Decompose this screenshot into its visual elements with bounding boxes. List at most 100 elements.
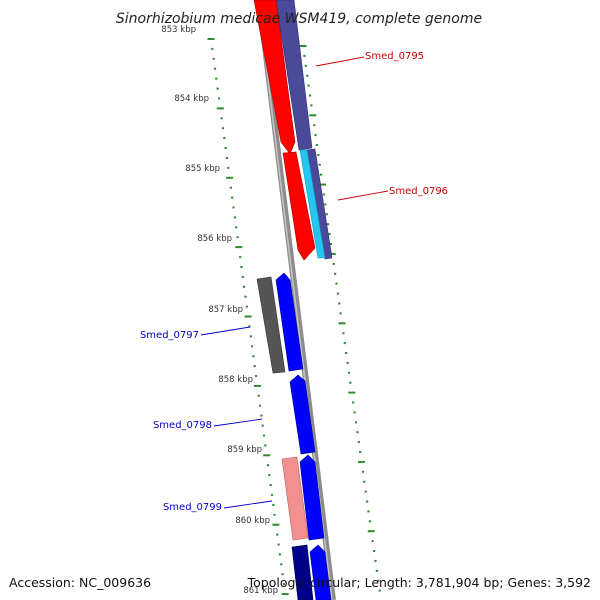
major-tick-mark	[338, 322, 346, 325]
minor-tick-mark	[373, 550, 376, 552]
minor-tick-mark	[325, 213, 328, 216]
minor-tick-mark	[322, 193, 325, 196]
major-tick-mark	[319, 183, 326, 186]
minor-tick-mark	[345, 352, 348, 354]
major-tick-mark	[207, 38, 215, 40]
minor-tick-mark	[347, 371, 351, 374]
tick-label: 853 kbp	[161, 25, 196, 35]
minor-tick-mark	[273, 513, 276, 516]
minor-tick-mark	[346, 361, 349, 364]
minor-tick-mark	[310, 104, 313, 107]
minor-tick-mark	[352, 401, 355, 404]
major-tick-mark	[348, 391, 356, 394]
minor-tick-mark	[262, 434, 266, 437]
minor-tick-mark	[213, 67, 217, 70]
gene-block-navy[interactable]	[291, 544, 314, 600]
major-tick-mark	[226, 176, 234, 179]
gene-label-smed-0797[interactable]: Smed_0797	[140, 330, 199, 341]
minor-tick-mark	[307, 84, 310, 87]
minor-tick-mark	[281, 573, 284, 576]
minor-tick-mark	[255, 375, 258, 377]
gene-label-smed-0799[interactable]: Smed_0799	[163, 502, 222, 513]
minor-tick-mark	[244, 295, 247, 298]
major-tick-mark	[358, 460, 366, 463]
major-tick-mark	[299, 45, 307, 47]
tick-label: 860 kbp	[235, 516, 270, 526]
gene-label-smed-0796[interactable]: Smed_0796	[389, 186, 448, 197]
minor-tick-mark	[357, 441, 360, 444]
gene-arrow-blue-1[interactable]	[275, 272, 304, 372]
minor-tick-mark	[212, 57, 215, 60]
minor-tick-mark	[343, 342, 346, 345]
minor-tick-mark	[235, 226, 238, 229]
minor-tick-mark	[359, 451, 362, 453]
major-tick-mark	[263, 454, 271, 457]
minor-tick-mark	[252, 355, 255, 358]
minor-tick-mark	[266, 464, 270, 467]
minor-tick-mark	[354, 421, 358, 424]
minor-tick-mark	[366, 500, 369, 503]
gene-block-pink[interactable]	[281, 456, 309, 541]
minor-tick-mark	[217, 97, 221, 100]
minor-tick-mark	[329, 243, 332, 245]
minor-tick-mark	[349, 381, 352, 384]
gene-block-purple-1[interactable]	[275, 0, 313, 151]
tick-labels: 853 kbp 854 kbp 855 kbp 856 kbp 857 kbp …	[161, 25, 278, 596]
minor-tick-mark	[272, 503, 275, 506]
gene-arrow-red-1[interactable]	[253, 0, 296, 155]
minor-tick-mark	[356, 431, 359, 434]
gene-arrow-blue-3[interactable]	[299, 454, 325, 541]
minor-tick-mark	[224, 147, 227, 149]
minor-tick-mark	[320, 173, 323, 176]
gene-label-smed-0798[interactable]: Smed_0798	[153, 420, 212, 431]
minor-tick-mark	[229, 186, 232, 189]
tick-label: 859 kbp	[227, 445, 262, 455]
major-tick-mark	[367, 530, 375, 533]
minor-tick-mark	[317, 153, 320, 156]
major-tick-mark	[235, 246, 243, 249]
tick-label: 861 kbp	[243, 586, 278, 596]
minor-tick-mark	[315, 144, 318, 146]
minor-tick-mark	[378, 589, 381, 592]
map-title: Sinorhizobium medicae WSM419, complete g…	[116, 11, 482, 27]
gene-arrow-blue-4[interactable]	[309, 544, 332, 600]
minor-tick-mark	[374, 559, 377, 562]
major-tick-mark	[281, 593, 289, 596]
minor-tick-mark	[334, 272, 337, 275]
gene-label-smed-0795[interactable]: Smed_0795	[365, 51, 424, 62]
minor-tick-mark	[277, 543, 280, 546]
genome-summary: Topology: circular; Length: 3,781,904 bp…	[247, 575, 591, 590]
minor-tick-mark	[240, 266, 243, 268]
gene-block-gray[interactable]	[256, 276, 286, 374]
minor-tick-mark	[303, 54, 306, 57]
minor-tick-mark	[339, 312, 342, 315]
minor-tick-mark	[258, 404, 262, 407]
minor-tick-mark	[223, 137, 226, 140]
minor-tick-mark	[239, 256, 242, 259]
minor-tick-mark	[241, 275, 244, 278]
minor-tick-mark	[332, 262, 335, 265]
minor-tick-mark	[327, 223, 330, 226]
gene-arrow-blue-2[interactable]	[289, 374, 316, 455]
minor-tick-mark	[276, 533, 279, 536]
minor-tick-mark	[364, 490, 367, 493]
tick-label: 855 kbp	[185, 164, 220, 174]
minor-tick-mark	[280, 563, 283, 566]
minor-tick-mark	[314, 134, 317, 137]
minor-tick-mark	[231, 196, 234, 199]
tick-label: 856 kbp	[197, 234, 232, 244]
minor-tick-mark	[248, 325, 251, 328]
gene-block-cyan[interactable]	[299, 149, 326, 259]
gene-arrow-red-2[interactable]	[282, 151, 316, 261]
minor-tick-mark	[335, 282, 338, 285]
accession-label: Accession: NC_009636	[9, 575, 152, 590]
minor-tick-mark	[216, 87, 219, 90]
minor-tick-mark	[245, 305, 248, 308]
minor-tick-mark	[368, 520, 371, 523]
minor-tick-mark	[215, 77, 218, 80]
minor-tick-mark	[233, 216, 236, 219]
minor-tick-mark	[336, 292, 339, 295]
minor-tick-mark	[367, 510, 370, 513]
minor-tick-mark	[306, 74, 309, 77]
